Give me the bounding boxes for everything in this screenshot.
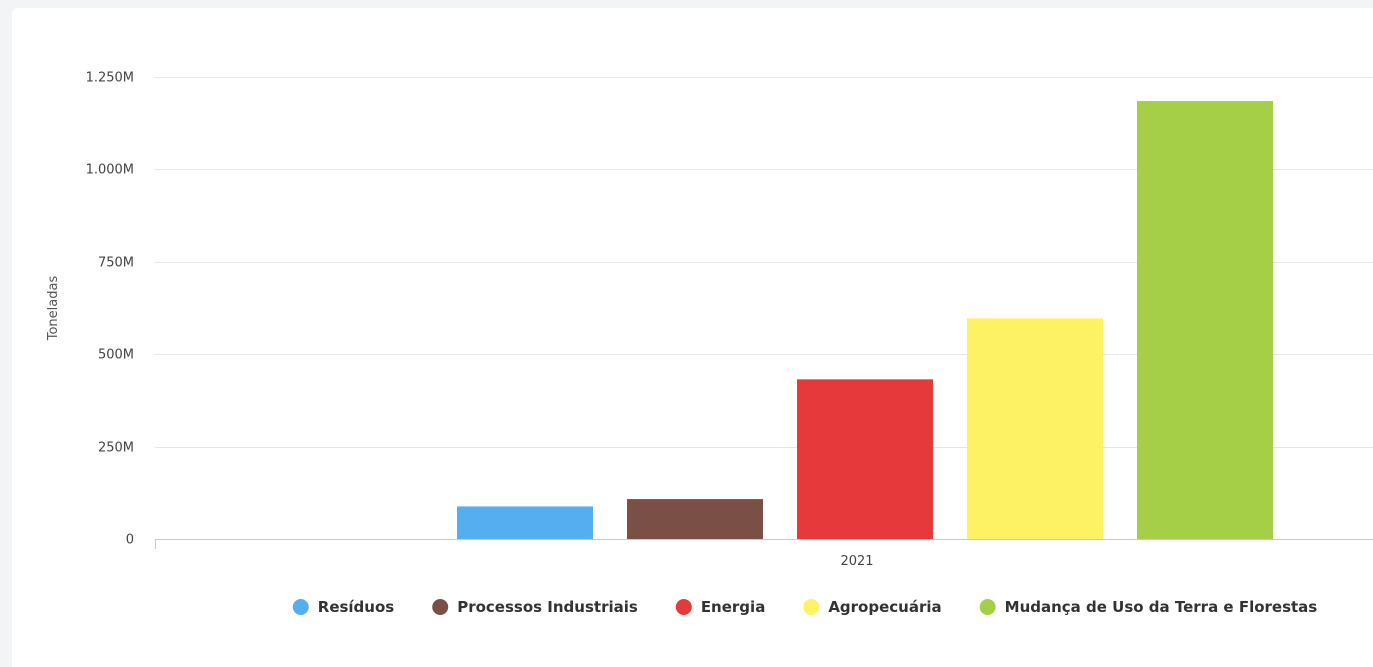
legend-label: Mudança de Uso da Terra e Florestas (1005, 598, 1318, 616)
legend-item[interactable]: Resíduos (292, 598, 395, 616)
legend-marker (979, 599, 996, 615)
y-tick-label: 250M (98, 441, 134, 456)
legend: Resíduos Processos Industriais Energia Agro… (292, 598, 1318, 616)
legend-marker (675, 599, 692, 615)
legend-label: Energia (701, 598, 766, 616)
y-tick-label: 1.250M (86, 71, 134, 86)
legend-label: Resíduos (318, 598, 395, 616)
legend-marker (292, 599, 309, 615)
legend-item[interactable]: Processos Industriais (432, 598, 638, 616)
legend-item[interactable]: Energia (675, 598, 766, 616)
bar[interactable] (797, 379, 933, 539)
x-tick-label: 2021 (840, 554, 873, 569)
y-tick-label: 0 (126, 533, 134, 548)
bars (457, 101, 1273, 540)
y-tick-label: 750M (98, 256, 134, 271)
y-axis-title: Toneladas (46, 276, 61, 342)
bar[interactable] (1137, 101, 1273, 540)
legend-item[interactable]: Agropecuária (803, 598, 942, 616)
x-axis-categories: 2021 (840, 554, 873, 569)
legend-label: Agropecuária (828, 598, 941, 616)
y-tick-label: 1.000M (86, 163, 134, 178)
bar[interactable] (457, 506, 593, 539)
y-axis-ticks: 0 250M 500M 750M 1.000M 1.250M (86, 71, 134, 548)
bar[interactable] (627, 499, 763, 539)
legend-marker (432, 599, 449, 615)
legend-marker (803, 599, 820, 615)
legend-item[interactable]: Mudança de Uso da Terra e Florestas (979, 598, 1318, 616)
y-tick-label: 500M (98, 348, 134, 363)
bar[interactable] (967, 318, 1103, 539)
legend-label: Processos Industriais (457, 598, 638, 616)
